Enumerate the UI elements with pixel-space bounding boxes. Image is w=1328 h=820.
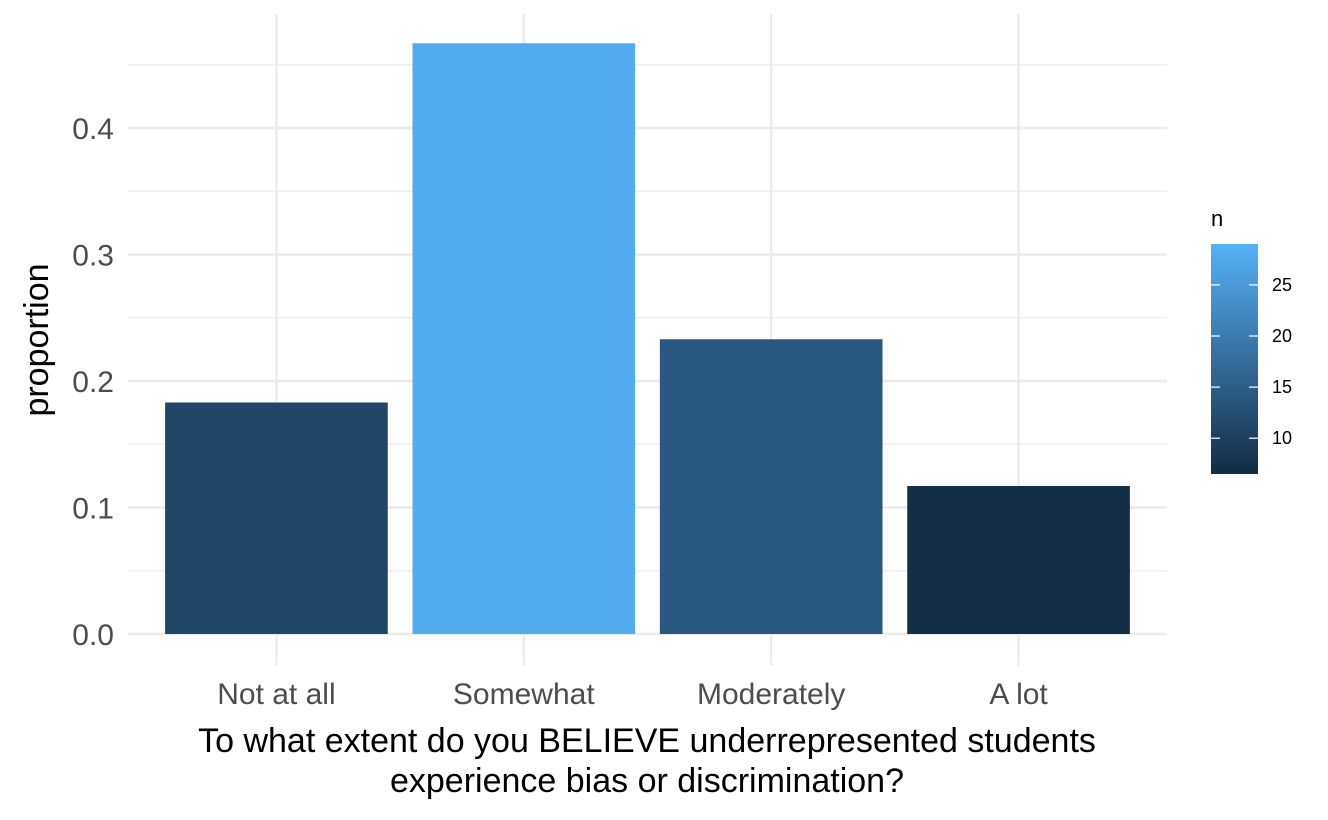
x-tick-labels: Not at all Somewhat Moderately A lot: [217, 678, 1048, 711]
legend-title: n: [1211, 206, 1223, 231]
legend-ticks: 10 15 20 25: [1211, 275, 1292, 448]
bar-somewhat: [412, 43, 636, 635]
legend-tick-label: 10: [1272, 428, 1292, 448]
y-tick-label: 0.1: [72, 493, 114, 526]
bar-a-lot: [907, 485, 1130, 634]
bar-not-at-all: [165, 402, 388, 634]
y-tick-label: 0.4: [72, 113, 114, 146]
legend: n 10 15 20 25: [1211, 206, 1292, 474]
x-tick-label: Somewhat: [453, 678, 595, 711]
legend-tick-label: 15: [1272, 377, 1292, 397]
bar-moderately: [659, 339, 883, 634]
legend-tick-label: 25: [1272, 275, 1292, 295]
y-tick-label: 0.3: [72, 240, 114, 273]
x-axis-title-line-2: experience bias or discrimination?: [390, 762, 904, 800]
x-tick-label: Not at all: [217, 678, 335, 711]
x-tick-label: Moderately: [697, 678, 845, 711]
x-tick-label: A lot: [989, 678, 1048, 711]
bars: [165, 43, 1130, 635]
y-tick-label: 0.2: [72, 366, 114, 399]
y-tick-labels: 0.0 0.1 0.2 0.3 0.4: [72, 113, 114, 652]
y-axis-title: proportion: [18, 263, 56, 416]
y-tick-label: 0.0: [72, 619, 114, 652]
legend-colorbar: [1211, 244, 1258, 474]
legend-tick-label: 20: [1272, 326, 1292, 346]
x-axis-title-line-1: To what extent do you BELIEVE underrepre…: [198, 722, 1096, 760]
x-tick-marks: [275, 656, 1020, 666]
